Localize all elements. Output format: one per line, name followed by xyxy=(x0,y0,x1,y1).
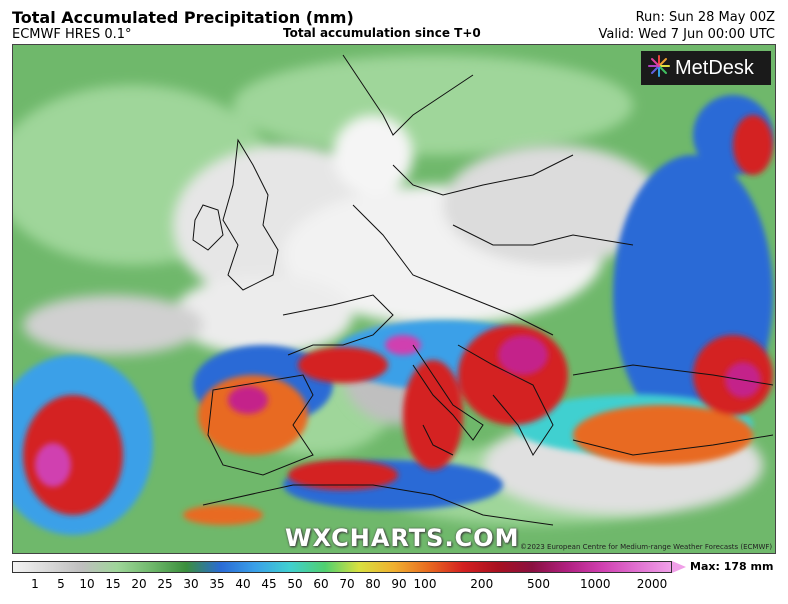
metdesk-starburst-icon xyxy=(647,54,671,82)
colorbar-tick-label: 25 xyxy=(157,577,173,591)
valid-time-label: Valid: Wed 7 Jun 00:00 UTC xyxy=(598,27,775,42)
colorbar-tick-label: 10 xyxy=(79,577,95,591)
colorbar-tick-label: 20 xyxy=(131,577,147,591)
colorbar-tick-label: 40 xyxy=(235,577,251,591)
colorbar-tick-label: 45 xyxy=(261,577,277,591)
model-label: ECMWF HRES 0.1° xyxy=(12,27,132,42)
colorbar-tick-label: 5 xyxy=(57,577,65,591)
colorbar-tick-label: 60 xyxy=(313,577,329,591)
accumulation-subtitle: Total accumulation since T+0 xyxy=(283,26,481,40)
max-value-label: Max: 178 mm xyxy=(690,560,774,573)
colorbar-tick-label: 90 xyxy=(391,577,407,591)
colorbar-tick-label: 15 xyxy=(105,577,121,591)
copyright-notice: ©2023 European Centre for Medium-range W… xyxy=(520,543,773,551)
colorbar-ticks: 1 5 10 15 20 25 30 35 40 45 50 60 70 80 90 100 200 500 100… xyxy=(0,577,788,597)
precip-extreme-areas xyxy=(35,335,761,487)
colorbar-tick-label: 500 xyxy=(527,577,550,591)
colorbar-tick-label: 35 xyxy=(209,577,225,591)
colorbar-tick-label: 1 xyxy=(31,577,39,591)
colorbar-tick-label: 30 xyxy=(183,577,199,591)
colorbar-max-arrow xyxy=(672,561,686,573)
map-graphic xyxy=(13,45,775,553)
metdesk-logo-text: MetDesk xyxy=(675,56,754,79)
wxcharts-watermark: WXCHARTS.COM xyxy=(285,524,520,552)
colorbar-tick-label: 100 xyxy=(413,577,437,591)
precipitation-colorbar xyxy=(12,561,672,573)
precipitation-map xyxy=(12,44,776,554)
map-title: Total Accumulated Precipitation (mm) xyxy=(12,8,354,27)
coastlines xyxy=(192,54,774,526)
colorbar-tick-label: 50 xyxy=(287,577,303,591)
run-time-label: Run: Sun 28 May 00Z xyxy=(635,10,775,25)
colorbar-tick-label: 2000 xyxy=(636,577,668,591)
precip-dry-areas xyxy=(23,115,763,515)
colorbar-tick-label: 1000 xyxy=(579,577,611,591)
colorbar-tick-label: 80 xyxy=(365,577,381,591)
colorbar-tick-label: 200 xyxy=(470,577,494,591)
metdesk-logo: MetDesk xyxy=(641,51,771,85)
colorbar-tick-label: 70 xyxy=(339,577,355,591)
